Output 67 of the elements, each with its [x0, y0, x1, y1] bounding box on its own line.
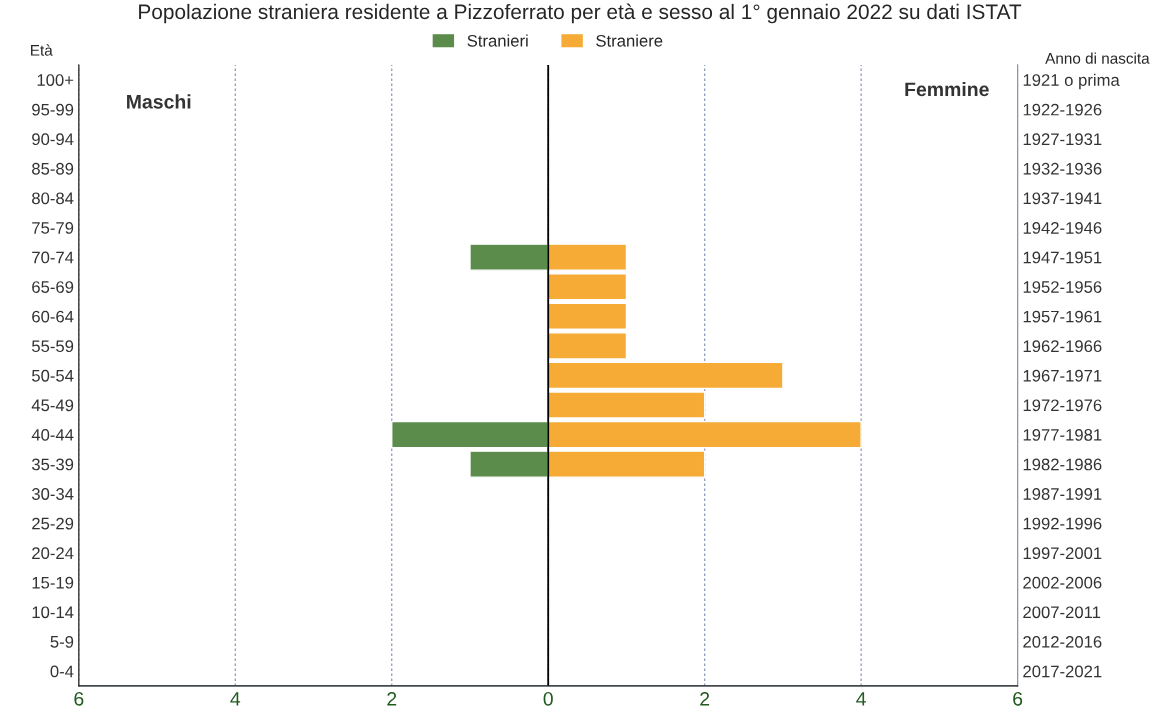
y-tick-label: 100+	[37, 74, 74, 86]
y-tick-label: 55-59	[32, 340, 74, 353]
y-tick-label: 5-9	[50, 635, 74, 648]
y2-tick-label: 2017-2021	[1023, 665, 1102, 678]
y2-axis-title: Anno di nascita	[1045, 52, 1150, 64]
y2-tick-label: 1942-1946	[1023, 222, 1102, 234]
bar	[547, 391, 706, 419]
bar	[547, 450, 706, 478]
chart-title: Popolazione straniera residente a Pizzoferrato per età e sesso al 1° gennaio 2022 su dati ISTAT	[139, 3, 1022, 24]
x-tick-label: 6	[74, 691, 84, 706]
y2-tick-label: 1977-1981	[1023, 428, 1102, 441]
y2-tick-label: 1932-1936	[1023, 162, 1102, 175]
y2-tick-label: 2012-2016	[1023, 635, 1102, 648]
legend-label: Straniere	[596, 34, 663, 47]
bar	[469, 243, 549, 271]
y2-tick-label: 1992-1996	[1023, 517, 1102, 530]
y2-tick-label: 2002-2006	[1023, 576, 1102, 589]
annotation: Femmine	[905, 81, 989, 97]
y-tick-label: 40-44	[31, 428, 74, 441]
bar	[547, 420, 862, 449]
y-tick-label: 25-29	[32, 517, 74, 530]
y-tick-label: 10-14	[32, 606, 74, 619]
x-tick-label: 0	[543, 691, 553, 706]
y2-tick-label: 1967-1971	[1023, 369, 1102, 382]
y2-tick-label: 1987-1991	[1023, 488, 1102, 500]
bar	[547, 332, 628, 360]
y2-tick-label: 2007-2011	[1023, 606, 1101, 619]
y-tick-label: 90-94	[32, 133, 74, 146]
x-tick-label: 2	[387, 691, 397, 706]
x-tick-label: 4	[856, 692, 866, 706]
legend-label: Stranieri	[467, 34, 528, 47]
y2-tick-label: 1947-1951	[1023, 251, 1102, 264]
y2-tick-label: 1962-1966	[1023, 340, 1102, 353]
bar	[391, 420, 549, 449]
y-tick-label: 85-89	[32, 162, 74, 175]
y-tick-label: 0-4	[50, 665, 74, 678]
y2-tick-label: 1937-1941	[1023, 192, 1102, 205]
bar	[547, 361, 784, 390]
y2-tick-label: 1922-1926	[1023, 103, 1102, 116]
y-tick-label: 75-79	[32, 222, 74, 234]
y2-tick-label: 1997-2001	[1023, 547, 1102, 560]
x-tick-label: 4	[230, 692, 241, 706]
y2-tick-label: 1921 o prima	[1023, 73, 1120, 90]
y-tick-label: 45-49	[31, 399, 74, 412]
x-tick-label: 6	[1013, 691, 1023, 706]
y2-tick-label: 1957-1961	[1023, 310, 1102, 323]
bar	[469, 450, 549, 478]
y2-tick-label: 1952-1956	[1023, 281, 1102, 293]
annotation: Maschi	[127, 94, 191, 109]
y2-tick-label: 1982-1986	[1023, 458, 1102, 471]
y-tick-label: 20-24	[32, 547, 74, 560]
y-tick-label: 65-69	[32, 281, 74, 293]
y2-tick-label: 1972-1976	[1023, 399, 1102, 412]
bar	[547, 243, 628, 271]
y-tick-label: 95-99	[32, 103, 74, 116]
bar	[547, 273, 628, 301]
y-tick-label: 15-19	[32, 576, 74, 589]
y-tick-label: 30-34	[31, 488, 74, 500]
y-tick-label: 35-39	[31, 458, 74, 471]
y-tick-label: 70-74	[32, 251, 74, 264]
y-tick-label: 50-54	[32, 369, 74, 382]
y-tick-label: 60-64	[32, 310, 74, 323]
y2-tick-label: 1927-1931	[1023, 133, 1102, 146]
y-axis-title: Età	[31, 44, 53, 56]
x-tick-label: 2	[700, 691, 710, 706]
bar	[547, 302, 628, 331]
y-tick-label: 80-84	[32, 192, 74, 205]
